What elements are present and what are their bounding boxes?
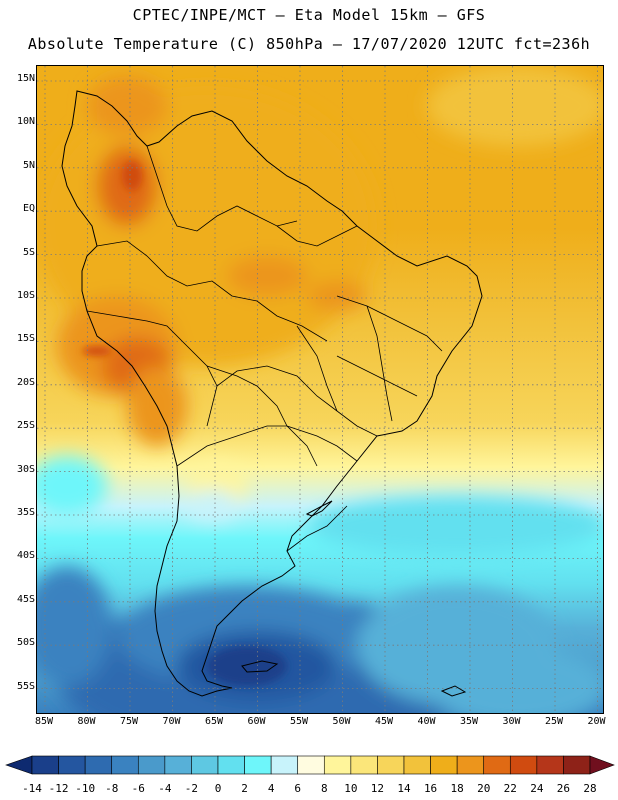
legend-tick-label: 14 — [397, 782, 411, 795]
lat-tick-label: 10S — [16, 290, 35, 301]
legend-swatch — [350, 755, 378, 775]
lat-tick-label: 15N — [16, 73, 35, 84]
lon-tick-label: 20W — [587, 716, 606, 727]
lon-tick-label: 80W — [77, 716, 96, 727]
lat-tick-label: 40S — [16, 550, 35, 562]
legend-tick-label: -14 — [22, 782, 42, 795]
lon-tick-label: 85W — [34, 716, 54, 727]
temperature-local-features — [82, 161, 287, 686]
legend-swatch — [58, 755, 86, 775]
coastlines — [61, 90, 483, 697]
legend-swatch — [323, 755, 352, 775]
lat-tick-label: EQ — [22, 203, 35, 215]
legend-tick-label: 20 — [477, 782, 491, 795]
legend-tick-label: -8 — [105, 782, 119, 795]
legend-tick-label: -4 — [158, 782, 172, 795]
lat-tick-label: 10N — [16, 116, 35, 128]
legend-tick-label: -6 — [131, 782, 145, 795]
lat-tick-label: 5N — [22, 159, 35, 171]
legend-swatch — [111, 755, 139, 775]
lon-tick-label: 30W — [502, 716, 521, 727]
legend-swatch — [191, 755, 219, 775]
legend-tick-label: 22 — [503, 782, 517, 795]
lat-tick-label: 15S — [16, 333, 35, 345]
legend-tick-label: 24 — [530, 782, 544, 795]
lon-tick-label: 60W — [247, 716, 266, 727]
lon-tick-label: 25W — [544, 716, 564, 727]
lon-tick-label: 55W — [289, 716, 309, 727]
legend-swatch — [244, 755, 272, 775]
legend-tick-label: 16 — [423, 782, 438, 795]
legend-swatch — [483, 755, 511, 775]
country-borders — [86, 145, 443, 552]
temperature-map — [36, 65, 604, 714]
legend-tick-label: 26 — [556, 782, 571, 795]
color-legend — [5, 755, 615, 775]
lat-tick-label: 30S — [16, 463, 35, 475]
lon-tick-label: 45W — [374, 716, 394, 727]
lat-tick-label: 25S — [16, 420, 35, 432]
legend-tick-label: 4 — [267, 782, 275, 795]
legend-tick-label: -10 — [75, 782, 96, 795]
legend-swatch — [217, 755, 245, 775]
map-canvas — [37, 66, 603, 713]
legend-swatch — [430, 755, 458, 775]
map-title: CPTEC/INPE/MCT – Eta Model 15km – GFS — [132, 6, 486, 24]
legend-tick-label: 28 — [583, 782, 597, 795]
lon-tick-label: 75W — [119, 716, 139, 727]
legend-swatch — [164, 755, 192, 775]
legend-swatch — [84, 755, 113, 775]
lat-tick-label: 50S — [16, 637, 35, 649]
lat-tick-label: 55S — [16, 680, 35, 692]
legend-swatch — [403, 755, 431, 775]
legend-swatch — [31, 755, 59, 775]
lat-tick-label: 45S — [16, 593, 35, 605]
lon-tick-label: 70W — [162, 716, 181, 727]
lon-tick-label: 40W — [417, 716, 436, 727]
legend-tick-label: 2 — [241, 782, 248, 795]
legend-tick-label: -12 — [48, 782, 69, 795]
lat-tick-label: 20S — [16, 376, 35, 388]
legend-swatch — [297, 755, 325, 775]
legend-tick-label: 6 — [294, 782, 302, 795]
legend-tick-label: 10 — [344, 782, 358, 795]
legend-swatch — [270, 755, 299, 775]
legend-swatch — [563, 755, 591, 775]
lon-tick-label: 35W — [459, 716, 479, 727]
legend-swatch — [456, 755, 485, 775]
legend-tick-label: 18 — [450, 782, 464, 795]
legend-over-arrow — [589, 755, 615, 775]
legend-swatch — [536, 755, 564, 775]
lon-tick-label: 50W — [332, 716, 351, 727]
legend-tick-label: -2 — [184, 782, 199, 795]
map-subtitle: Absolute Temperature (C) 850hPa – 17/07/… — [27, 35, 591, 53]
legend-swatch — [137, 755, 166, 775]
lat-tick-label: 5S — [22, 246, 35, 258]
lon-tick-label: 65W — [204, 716, 224, 727]
legend-swatch — [377, 755, 405, 775]
legend-under-arrow — [5, 755, 33, 775]
legend-tick-label: 0 — [214, 782, 222, 795]
legend-swatch — [509, 755, 538, 775]
legend-tick-label: 8 — [320, 782, 328, 795]
legend-tick-label: 12 — [370, 782, 385, 795]
lat-tick-label: 35S — [16, 507, 35, 518]
